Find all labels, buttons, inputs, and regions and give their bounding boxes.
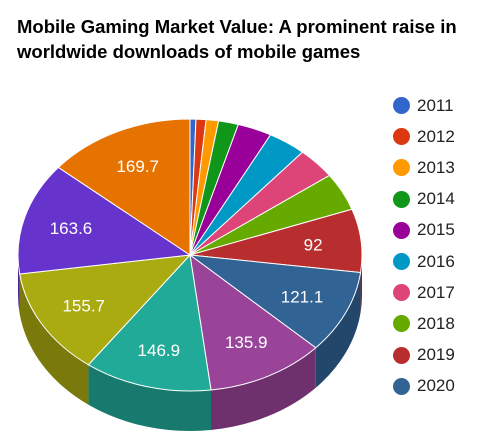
pie-slice-2024 <box>17 166 192 275</box>
legend-item-2014[interactable]: 2014 <box>393 184 455 215</box>
pie-depth <box>18 255 362 431</box>
legend-swatch <box>393 377 410 395</box>
legend-swatch <box>393 128 410 146</box>
legend-label: 2017 <box>417 282 455 302</box>
legend-swatch <box>393 190 410 208</box>
legend-swatch <box>393 346 410 364</box>
legend-item-2011[interactable]: 2011 <box>393 90 455 121</box>
legend-item-2017[interactable]: 2017 <box>393 277 455 308</box>
pie-slice-2021 <box>189 253 317 391</box>
pie-depth-2024 <box>18 255 20 314</box>
pie-depth-2022 <box>88 364 212 431</box>
legend: 2011 2012 2013 2014 2015 2016 2017 2018 2019 2020 <box>393 90 455 402</box>
pie-depth-2021 <box>211 347 316 430</box>
legend-label: 2013 <box>417 157 455 177</box>
data-label-2022: 146.9 <box>138 341 181 360</box>
pie-slice-2025 <box>57 118 191 256</box>
legend-swatch <box>393 221 410 239</box>
data-label-2025: 169.7 <box>116 157 159 176</box>
pie-slices <box>17 118 363 392</box>
legend-label: 2020 <box>417 376 455 396</box>
legend-item-2016[interactable]: 2016 <box>393 246 455 277</box>
legend-item-2019[interactable]: 2019 <box>393 340 455 371</box>
legend-label: 2012 <box>417 126 455 146</box>
legend-label: 2016 <box>417 251 455 271</box>
legend-swatch <box>393 97 410 115</box>
data-label-2023: 155.7 <box>62 296 105 315</box>
legend-label: 2014 <box>417 189 455 209</box>
data-label-2020: 121.1 <box>281 288 324 307</box>
pie-depth-2019 <box>360 255 362 313</box>
legend-item-2015[interactable]: 2015 <box>393 215 455 246</box>
legend-label: 2018 <box>417 313 455 333</box>
legend-label: 2011 <box>417 95 454 115</box>
legend-swatch <box>393 253 410 271</box>
legend-swatch <box>393 284 410 302</box>
pie-data-labels: 92 121.1 135.9 146.9 155.7 163.6 169.7 <box>50 157 324 360</box>
legend-label: 2019 <box>417 345 455 365</box>
legend-swatch <box>393 315 410 333</box>
pie-depth-2023 <box>19 273 89 405</box>
data-label-2019: 92 <box>304 236 323 255</box>
legend-item-2020[interactable]: 2020 <box>393 371 455 402</box>
data-label-2024: 163.6 <box>50 219 93 238</box>
pie-slice-2020 <box>188 254 362 349</box>
legend-item-2018[interactable]: 2018 <box>393 308 455 339</box>
pie-slice-2023 <box>19 254 192 366</box>
legend-item-2012[interactable]: 2012 <box>393 121 455 152</box>
legend-item-2013[interactable]: 2013 <box>393 152 455 183</box>
data-label-2021: 135.9 <box>225 333 268 352</box>
legend-swatch <box>393 159 410 177</box>
chart-title: Mobile Gaming Market Value: A prominent … <box>17 16 457 62</box>
legend-label: 2015 <box>417 220 455 240</box>
pie-slice-2022 <box>87 253 212 392</box>
pie-depth-2020 <box>315 272 361 388</box>
